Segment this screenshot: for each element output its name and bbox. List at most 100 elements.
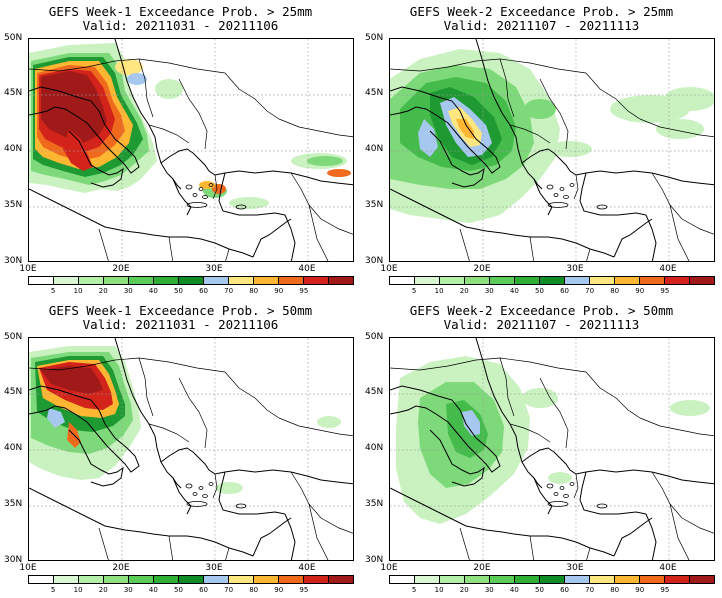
colorbar-tick-label: 30: [123, 287, 133, 295]
colorbar-tick-label: 20: [98, 287, 108, 295]
country-border: [390, 357, 587, 373]
colorbar-tick-label: 90: [274, 586, 284, 594]
probability-shading: [215, 482, 243, 494]
colorbar: [28, 575, 354, 584]
country-border: [168, 236, 174, 261]
island-outline: [553, 193, 559, 197]
lon-label-30e: 30E: [566, 264, 584, 274]
colorbar-swatch: [104, 277, 129, 284]
lon-label-20e: 20E: [473, 563, 491, 573]
country-border: [148, 423, 190, 443]
country-border: [168, 535, 174, 560]
probability-shading: [229, 197, 269, 209]
island-outline: [185, 483, 193, 489]
colorbar-swatch: [490, 277, 515, 284]
country-border: [639, 118, 714, 138]
probability-shading: [522, 388, 558, 408]
colorbar-swatch: [129, 576, 154, 583]
lat-label-50n: 50N: [4, 33, 23, 43]
lon-label-10e: 10E: [380, 264, 398, 274]
colorbar-tick-label: 40: [509, 287, 519, 295]
island-outline: [192, 492, 198, 496]
lat-label-30n: 30N: [365, 256, 384, 266]
country-border: [585, 72, 641, 120]
country-border: [539, 78, 569, 150]
coastline: [429, 130, 485, 188]
colorbar-swatch: [304, 277, 329, 284]
country-border: [178, 78, 208, 150]
country-border: [539, 377, 569, 449]
colorbar-tick-label: 60: [199, 287, 208, 295]
colorbar-tick-label: 5: [50, 287, 56, 295]
lat-label-45n: 45N: [365, 88, 384, 98]
panel-valid-dates: Valid: 20211107 - 20211113: [443, 18, 640, 33]
country-border: [573, 473, 579, 499]
panel-week1-50mm: GEFS Week-1 Exceedance Prob. > 50mm Vali…: [0, 299, 361, 598]
country-border: [651, 172, 714, 235]
lat-label-40n: 40N: [365, 443, 384, 453]
colorbar-labels: 5 10 20 30 40 50 60 70 80 90 95: [28, 586, 354, 596]
colorbar-swatch: [590, 277, 615, 284]
coastline: [579, 471, 647, 515]
lat-label-45n: 45N: [4, 387, 23, 397]
probability-shading: [548, 141, 592, 157]
probability-shading: [115, 59, 143, 75]
island-outline: [596, 204, 608, 210]
country-border: [224, 72, 280, 120]
colorbar-swatch: [254, 576, 279, 583]
probability-shading: [656, 119, 704, 139]
country-border: [225, 248, 230, 261]
lon-label-20e: 20E: [112, 264, 130, 274]
country-border: [224, 371, 280, 419]
coastline: [29, 487, 254, 557]
country-border: [499, 58, 515, 118]
island-outline: [198, 187, 204, 191]
coastline: [390, 487, 615, 557]
probability-shading: [47, 408, 65, 428]
country-border: [278, 118, 353, 138]
island-outline: [569, 183, 575, 187]
country-border: [308, 204, 329, 261]
colorbar-swatch: [54, 277, 79, 284]
colorbar-tick-label: 30: [484, 586, 494, 594]
colorbar-swatch: [540, 277, 565, 284]
island-outline: [208, 482, 214, 486]
probability-shading: [127, 73, 147, 85]
colorbar-swatch: [590, 576, 615, 583]
country-border: [138, 58, 154, 118]
panel-week1-25mm: GEFS Week-1 Exceedance Prob. > 25mm Vali…: [0, 0, 361, 299]
colorbar-tick-label: 20: [459, 287, 469, 295]
colorbar-tick-label: 20: [98, 586, 108, 594]
panel-valid-dates: Valid: 20211031 - 20211106: [82, 317, 279, 332]
lat-label-45n: 45N: [4, 88, 23, 98]
country-border: [98, 527, 109, 560]
colorbar-tick-label: 10: [434, 586, 444, 594]
probability-shading: [664, 87, 714, 111]
colorbar-swatch: [54, 576, 79, 583]
colorbar-tick-label: 95: [660, 287, 670, 295]
probability-shading: [199, 181, 215, 189]
colorbar-swatch: [565, 576, 590, 583]
probability-shading: [41, 366, 103, 394]
colorbar: [389, 276, 715, 285]
colorbar: [28, 276, 354, 285]
colorbar-swatch: [515, 576, 540, 583]
lon-label-10e: 10E: [19, 563, 37, 573]
country-border: [138, 357, 154, 417]
lon-label-20e: 20E: [473, 264, 491, 274]
colorbar-swatch: [515, 277, 540, 284]
colorbar-swatch: [540, 576, 565, 583]
map-canvas: [390, 338, 714, 560]
coastline: [160, 148, 353, 186]
colorbar-swatch: [179, 277, 204, 284]
probability-shading: [670, 400, 710, 416]
coastline: [29, 385, 140, 473]
colorbar-swatch: [279, 277, 304, 284]
probability-shading: [63, 129, 93, 171]
coastline: [172, 477, 192, 515]
coastline: [429, 429, 485, 487]
lat-label-45n: 45N: [365, 387, 384, 397]
colorbar-swatch: [279, 576, 304, 583]
lat-label-50n: 50N: [365, 33, 384, 43]
colorbar-swatch: [465, 576, 490, 583]
